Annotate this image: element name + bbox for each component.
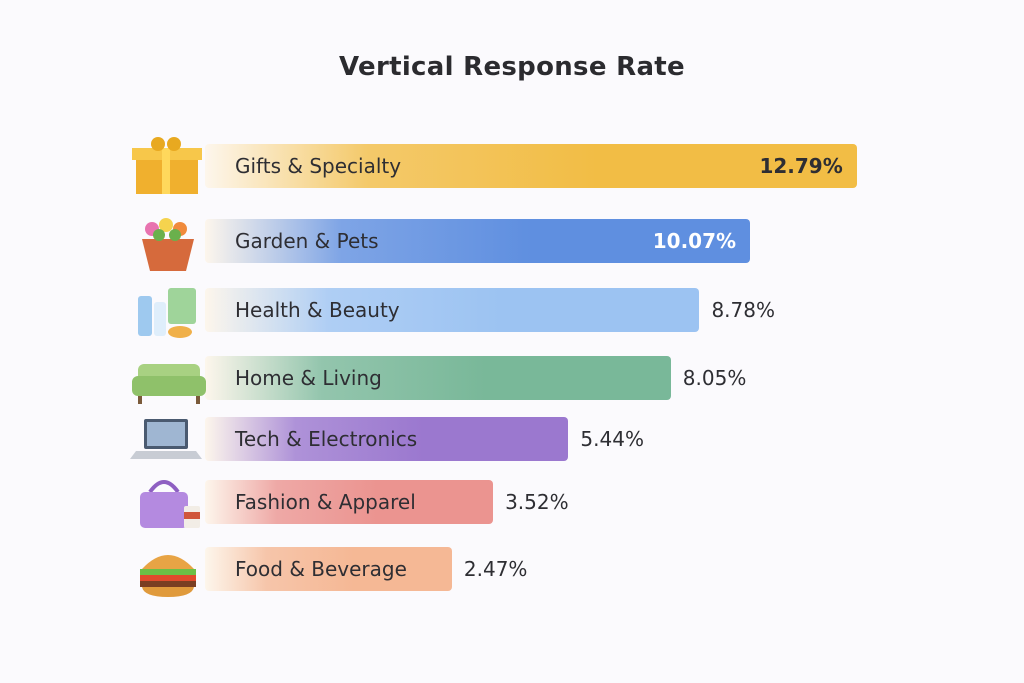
value-label: 8.05%	[682, 366, 747, 390]
category-label: Health & Beauty	[235, 298, 400, 322]
sofa-icon	[128, 346, 208, 410]
value-label: 8.78%	[711, 298, 775, 322]
cosmetics-icon	[128, 278, 208, 342]
bar	[205, 219, 751, 263]
category-label: Fashion & Apparel	[235, 490, 416, 514]
bar	[205, 288, 700, 332]
flower-pot-icon	[128, 209, 208, 273]
handbag-icon	[128, 470, 208, 534]
category-label: Tech & Electronics	[235, 427, 418, 451]
value-label: 10.07%	[652, 229, 737, 253]
bar	[205, 356, 671, 400]
gift-box-icon	[128, 134, 208, 198]
value-label: 5.44%	[580, 427, 644, 451]
bar	[205, 144, 857, 188]
burger-icon	[128, 537, 208, 601]
laptop-icon	[128, 407, 208, 471]
value-label: 12.79%	[759, 154, 843, 178]
category-label: Gifts & Specialty	[235, 154, 402, 178]
category-label: Home & Living	[235, 366, 382, 390]
category-label: Food & Beverage	[235, 557, 407, 581]
category-label: Garden & Pets	[235, 229, 379, 253]
chart-title: Vertical Response Rate	[339, 52, 685, 82]
bar	[205, 480, 494, 524]
bar	[205, 547, 452, 591]
value-label: 3.52%	[505, 490, 569, 514]
bar	[205, 417, 569, 461]
value-label: 2.47%	[463, 557, 528, 581]
